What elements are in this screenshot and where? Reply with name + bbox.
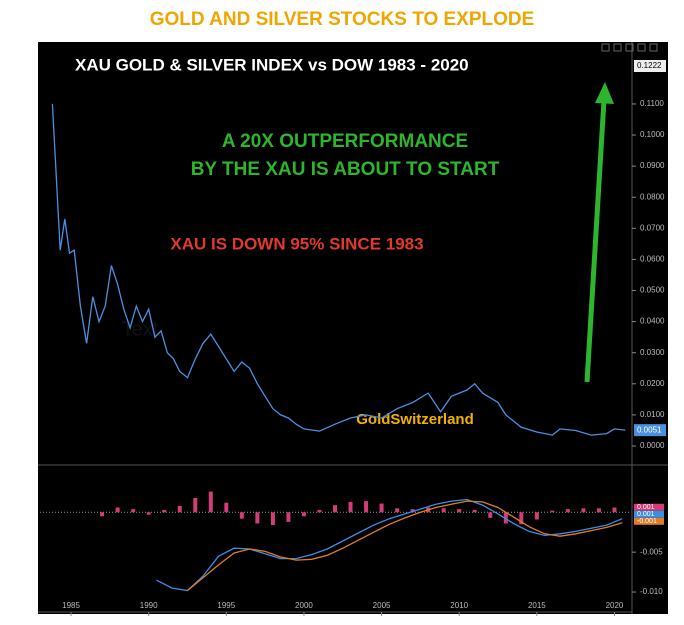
histogram-bar: [441, 508, 446, 513]
x-tick-label: 1985: [62, 601, 80, 610]
y-tick-label: 0.0900: [640, 161, 665, 170]
y-tick-label: 0.0600: [640, 255, 665, 264]
x-tick-label: 1990: [140, 601, 158, 610]
last-value: 0.001: [637, 511, 655, 518]
histogram-bar: [395, 508, 400, 513]
histogram-bar: [115, 507, 120, 513]
ymax-tag: 0.1222: [637, 61, 662, 70]
annotation: A 20X OUTPERFORMANCE: [222, 131, 468, 152]
last-value-bg: [634, 517, 664, 525]
histogram-bar: [162, 509, 167, 513]
ymax-tag-bg: [634, 60, 666, 72]
histogram-bar: [224, 502, 229, 513]
y-tick-label: 0.0300: [640, 348, 665, 357]
y-tick-label: -0.005: [640, 547, 663, 556]
icon[interactable]: [625, 43, 634, 52]
arrow-head: [595, 82, 614, 104]
chart-title: XAU GOLD & SILVER INDEX vs DOW 1983 - 20…: [75, 55, 469, 74]
histogram-bar: [457, 509, 462, 513]
histogram-bar: [100, 512, 105, 517]
last-value: -0.001: [637, 518, 657, 525]
histogram-bar: [177, 505, 182, 513]
y-tick-label: 0.0800: [640, 192, 665, 201]
x-tick-label: 2015: [528, 601, 546, 610]
x-tick-label: 2010: [450, 601, 468, 610]
x-tick-label: 1995: [217, 601, 235, 610]
histogram-bar: [410, 509, 415, 513]
histogram-bar: [364, 501, 369, 513]
icon[interactable]: [601, 43, 610, 52]
histogram-bar: [333, 505, 337, 513]
histogram-bar: [581, 508, 586, 513]
histogram-bar: [146, 512, 151, 515]
y-tick-label: -0.010: [640, 587, 663, 596]
histogram-bar: [301, 512, 306, 517]
y-tick-label: 0.1100: [640, 99, 664, 108]
y-tick-label: 0.0100: [640, 410, 665, 419]
histogram-bar: [565, 509, 570, 513]
y-tick-label: 0.1000: [640, 130, 665, 139]
window-icons[interactable]: [601, 43, 658, 52]
histogram-bar: [348, 501, 353, 513]
last-value: 0.0051: [637, 425, 662, 434]
icon[interactable]: [649, 43, 658, 52]
histogram-bar: [503, 512, 508, 524]
x-tick-label: 2005: [373, 601, 391, 610]
histogram-bar: [519, 512, 524, 525]
annotation: BY THE XAU IS ABOUT TO START: [191, 159, 500, 180]
arrow-shaft: [584, 99, 607, 383]
histogram-bar: [488, 512, 493, 518]
histogram-bar: [131, 509, 136, 513]
y-tick-label: 0.0000: [640, 441, 665, 450]
histogram-bar: [534, 512, 539, 520]
y-tick-label: 0.0400: [640, 317, 665, 326]
icon[interactable]: [613, 43, 622, 52]
icon[interactable]: [637, 43, 646, 52]
histogram-bar: [612, 507, 617, 513]
histogram-bar: [193, 497, 198, 513]
histogram-bar: [255, 512, 260, 524]
last-value: 0.001: [637, 504, 655, 511]
histogram-bar: [379, 503, 384, 513]
histogram-bar: [596, 508, 601, 513]
histogram-bar: [550, 510, 555, 513]
series-line: [51, 103, 626, 436]
histogram-bar: [317, 509, 322, 513]
last-value-bg: [634, 424, 666, 437]
y-tick-label: 0.0500: [640, 286, 665, 295]
histogram-bar: [472, 509, 477, 513]
series-line: [187, 500, 623, 592]
histogram-bar: [208, 491, 213, 513]
y-tick-label: 0.0700: [640, 223, 665, 232]
series-line: [156, 498, 623, 592]
annotation: XAU IS DOWN 95% SINCE 1983: [170, 234, 423, 253]
histogram-bar: [286, 512, 291, 522]
last-value-bg: [634, 510, 664, 518]
chart-panel: [38, 42, 668, 614]
last-value-bg: [634, 503, 664, 511]
histogram-bar: [270, 512, 275, 526]
annotation: GoldSwitzerland: [356, 411, 474, 428]
y-tick-label: 0.0200: [640, 379, 665, 388]
arrow: [584, 82, 614, 383]
page-title: GOLD AND SILVER STOCKS TO EXPLODE: [150, 9, 535, 30]
x-tick-label: 2020: [606, 601, 624, 610]
histogram-bar: [239, 512, 244, 519]
x-tick-label: 2000: [295, 601, 313, 610]
